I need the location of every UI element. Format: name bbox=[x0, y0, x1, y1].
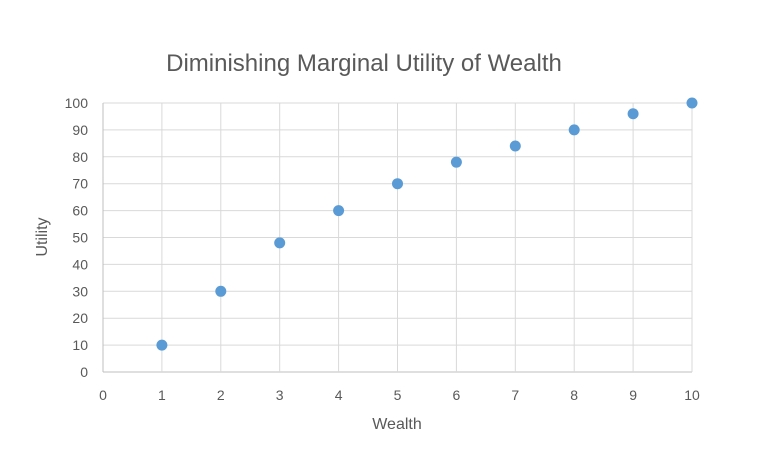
x-tick-label: 7 bbox=[511, 387, 519, 403]
y-tick-label: 0 bbox=[80, 364, 88, 380]
x-tick-label: 5 bbox=[394, 387, 402, 403]
y-tick-label: 50 bbox=[72, 230, 88, 246]
y-axis-tick-labels: 0 10 20 30 40 50 60 70 80 90 100 bbox=[65, 95, 89, 380]
data-point bbox=[568, 124, 580, 136]
data-point bbox=[450, 156, 462, 168]
x-axis-tick-labels: 0 1 2 3 4 5 6 7 8 9 10 bbox=[99, 387, 700, 403]
data-point bbox=[156, 339, 168, 351]
y-tick-label: 80 bbox=[72, 149, 88, 165]
x-tick-label: 3 bbox=[276, 387, 284, 403]
y-tick-label: 100 bbox=[65, 95, 89, 111]
y-tick-label: 40 bbox=[72, 256, 88, 272]
data-point bbox=[274, 237, 286, 249]
y-tick-label: 20 bbox=[72, 310, 88, 326]
x-tick-label: 10 bbox=[684, 387, 700, 403]
x-tick-label: 6 bbox=[453, 387, 461, 403]
y-tick-label: 60 bbox=[72, 203, 88, 219]
data-point bbox=[686, 97, 698, 109]
data-point bbox=[392, 178, 403, 190]
data-point bbox=[627, 108, 639, 120]
chart-title: Diminishing Marginal Utility of Wealth bbox=[166, 50, 562, 77]
x-tick-label: 0 bbox=[99, 387, 107, 403]
x-tick-label: 8 bbox=[570, 387, 578, 403]
data-points bbox=[156, 97, 698, 351]
gridlines bbox=[102, 102, 693, 373]
x-axis-label: Wealth bbox=[372, 416, 422, 433]
x-tick-label: 4 bbox=[335, 387, 343, 403]
y-tick-label: 10 bbox=[72, 337, 88, 353]
y-tick-label: 70 bbox=[72, 176, 88, 192]
x-tick-label: 2 bbox=[217, 387, 225, 403]
data-point bbox=[509, 140, 521, 152]
y-tick-label: 30 bbox=[72, 283, 88, 299]
y-tick-label: 90 bbox=[72, 122, 88, 138]
data-point bbox=[333, 205, 345, 217]
y-axis-label: Utility bbox=[34, 217, 51, 256]
x-tick-label: 1 bbox=[158, 387, 166, 403]
x-tick-label: 9 bbox=[629, 387, 637, 403]
data-point bbox=[215, 285, 227, 297]
